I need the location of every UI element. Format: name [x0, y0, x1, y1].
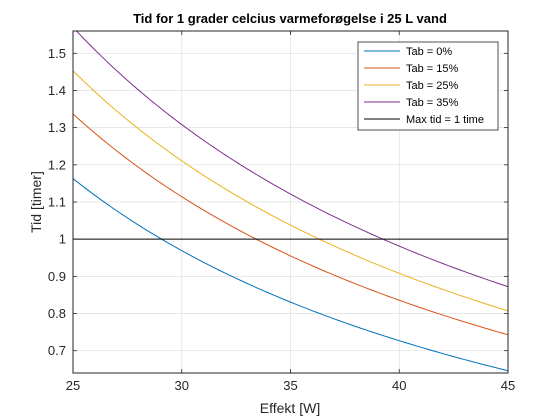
ticks: [72, 31, 509, 373]
legend-label-1: Tab = 15%: [406, 63, 459, 75]
chart-title: Tid for 1 grader celcius varmeforøgelse …: [133, 11, 447, 26]
series-layer: [73, 31, 508, 372]
legend-label-2: Tab = 25%: [406, 80, 459, 92]
y-tick-label: 1.3: [48, 120, 66, 135]
series-line-2: [73, 70, 508, 312]
legend-label-4: Max tid = 1 time: [406, 114, 484, 126]
x-axis-label: Effekt [W]: [260, 400, 320, 416]
x-tick-label: 25: [66, 378, 80, 393]
series-line-3: [75, 31, 508, 288]
y-tick-label: 0.7: [48, 343, 66, 358]
series-line-0: [73, 178, 508, 372]
y-tick-label: 0.8: [48, 306, 66, 321]
y-tick-label: 1: [59, 232, 66, 247]
x-tick-label: 30: [175, 378, 189, 393]
y-tick-label: 1.1: [48, 195, 66, 210]
tick-labels: 25 30 35 40 45 0.7 0.8 0.9 1 1.1 1.2 1.3 1.4 1.5: [48, 46, 515, 393]
y-tick-label: 1.4: [48, 83, 66, 98]
series-line-1: [73, 113, 508, 336]
legend: Tab = 0% Tab = 15% Tab = 25% Tab = 35% Max t…: [357, 41, 499, 131]
y-tick-label: 1.2: [48, 157, 66, 172]
legend-label-3: Tab = 35%: [406, 97, 459, 109]
y-axis-label: Tid [timer]: [28, 171, 44, 233]
x-tick-label: 45: [501, 378, 515, 393]
legend-label-0: Tab = 0%: [406, 46, 452, 58]
x-tick-label: 35: [283, 378, 297, 393]
legend-box: [357, 41, 499, 131]
y-tick-label: 0.9: [48, 269, 66, 284]
y-tick-label: 1.5: [48, 46, 66, 61]
x-tick-label: 40: [392, 378, 406, 393]
